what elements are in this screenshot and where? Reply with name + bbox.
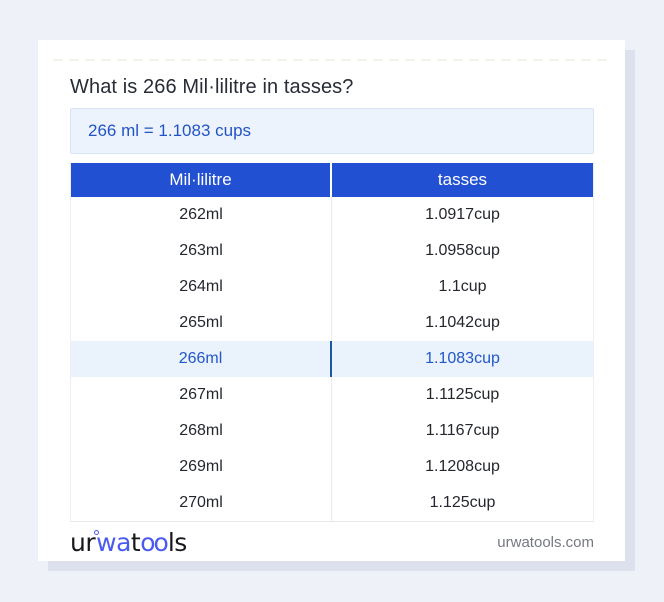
millilitre-value: 266ml (71, 341, 332, 377)
result-text: 266 ml = 1.1083 cups (88, 121, 252, 140)
millilitre-value: 270ml (71, 485, 332, 521)
table-row: 270ml 1.125cup (71, 485, 593, 521)
page-title: What is 266 Mil·lilitre in tasses? (70, 76, 354, 98)
millilitre-value: 263ml (71, 233, 332, 269)
tasses-value: 1.1083cup (332, 341, 593, 377)
tasses-value: 1.0917cup (332, 197, 593, 233)
logo-text-t: t (130, 527, 141, 557)
tasses-value: 1.125cup (332, 485, 593, 521)
card-footer: ur wa t oo ls urwatools.com (70, 524, 594, 560)
table-row: 265ml 1.1042cup (71, 305, 593, 341)
tasses-value: 1.1042cup (332, 305, 593, 341)
decorative-dashed-line (53, 59, 608, 61)
table-row: 267ml 1.1125cup (71, 377, 593, 413)
column-header-millilitre: Mil·lilitre (71, 163, 332, 197)
logo-text-ls: ls (167, 527, 187, 557)
table-row: 269ml 1.1208cup (71, 449, 593, 485)
millilitre-value: 267ml (71, 377, 332, 413)
logo-text-wa: wa (96, 527, 131, 557)
table-header-row: Mil·lilitre tasses (71, 163, 593, 197)
table-row: 266ml 1.1083cup (71, 341, 593, 377)
result-box: 266 ml = 1.1083 cups (70, 108, 594, 154)
column-header-tasses: tasses (332, 163, 593, 197)
tasses-value: 1.1208cup (332, 449, 593, 485)
conversion-card: What is 266 Mil·lilitre in tasses? 266 m… (38, 40, 625, 561)
table-row: 264ml 1.1cup (71, 269, 593, 305)
table-row: 262ml 1.0917cup (71, 197, 593, 233)
table-row: 268ml 1.1167cup (71, 413, 593, 449)
tasses-value: 1.1167cup (332, 413, 593, 449)
conversion-table: Mil·lilitre tasses 262ml 1.0917cup 263ml 1.… (70, 163, 594, 522)
conversion-table-body: 262ml 1.0917cup 263ml 1.0958cup 264ml 1.1cup 2… (71, 197, 593, 521)
tasses-value: 1.0958cup (332, 233, 593, 269)
site-domain: urwatools.com (497, 533, 594, 551)
tasses-value: 1.1125cup (332, 377, 593, 413)
table-row: 263ml 1.0958cup (71, 233, 593, 269)
millilitre-value: 269ml (71, 449, 332, 485)
site-logo[interactable]: ur wa t oo ls (70, 528, 187, 557)
tasses-value: 1.1cup (332, 269, 593, 305)
millilitre-value: 262ml (71, 197, 332, 233)
logo-text-oo: oo (140, 527, 169, 557)
logo-ring-icon (94, 529, 100, 535)
millilitre-value: 268ml (71, 413, 332, 449)
millilitre-value: 264ml (71, 269, 332, 305)
logo-text-ur: ur (70, 527, 96, 557)
millilitre-value: 265ml (71, 305, 332, 341)
